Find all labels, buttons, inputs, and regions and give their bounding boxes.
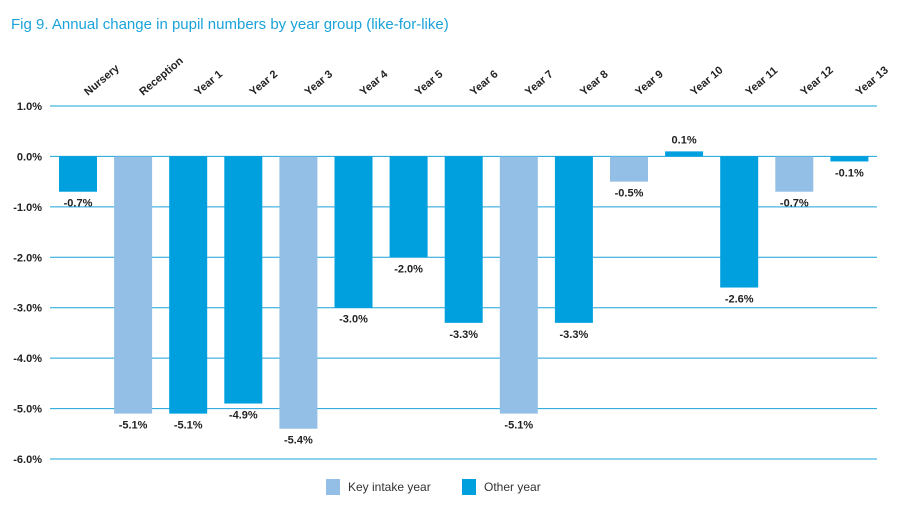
y-tick-label: -1.0% xyxy=(13,202,42,214)
data-label: -2.6% xyxy=(725,294,754,306)
bar-year-8 xyxy=(554,156,593,323)
legend-label-key-intake: Key intake year xyxy=(348,480,431,494)
bar-year-10 xyxy=(665,151,704,157)
bar-year-4 xyxy=(334,156,373,308)
x-tick-label: Year 9 xyxy=(633,68,666,98)
y-tick-label: -6.0% xyxy=(13,454,42,466)
y-tick-label: -5.0% xyxy=(13,404,42,416)
legend-label-other: Other year xyxy=(484,480,541,494)
x-tick-label: Year 7 xyxy=(523,68,556,98)
data-label: -4.9% xyxy=(229,410,258,422)
data-label: 0.1% xyxy=(672,134,697,146)
x-tick-label: Year 4 xyxy=(358,68,391,99)
y-tick-label: -4.0% xyxy=(13,353,42,365)
data-label: -2.0% xyxy=(394,263,423,275)
data-label: -3.0% xyxy=(339,314,368,326)
data-label: -3.3% xyxy=(449,329,478,341)
legend-swatch-other xyxy=(462,479,476,495)
bars xyxy=(59,151,869,429)
legend-swatch-key-intake xyxy=(326,479,340,495)
bar-year-9 xyxy=(610,156,648,182)
x-tick-label: Year 6 xyxy=(468,68,501,98)
x-tick-label: Year 2 xyxy=(248,68,281,98)
data-label: -5.1% xyxy=(174,420,203,432)
bar-year-6 xyxy=(444,156,483,323)
data-label: -0.7% xyxy=(64,198,93,210)
x-tick-label: Year 11 xyxy=(743,65,780,99)
y-tick-label: 0.0% xyxy=(17,151,42,163)
bar-reception xyxy=(114,156,153,414)
x-tick-label: Reception xyxy=(137,55,186,99)
data-label: -0.1% xyxy=(835,167,864,179)
bar-year-7 xyxy=(499,156,538,414)
bar-year-5 xyxy=(389,156,428,258)
data-label: -0.5% xyxy=(615,188,644,200)
data-label: -0.7% xyxy=(780,198,809,210)
bar-year-11 xyxy=(720,156,759,288)
chart-title: Fig 9. Annual change in pupil numbers by… xyxy=(11,16,449,33)
x-tick-label: Year 3 xyxy=(303,68,336,98)
x-tick-label: Year 1 xyxy=(192,68,225,98)
y-tick-label: -3.0% xyxy=(13,303,42,315)
x-tick-label: Year 10 xyxy=(688,64,725,98)
bar-year-3 xyxy=(279,156,318,429)
legend-item-other: Other year xyxy=(462,478,541,496)
y-tick-label: -2.0% xyxy=(13,252,42,264)
bar-year-1 xyxy=(169,156,208,414)
data-labels: -0.7% -5.1% -5.1% -4.9% -5.4% -3.0% -2.0% -3.3%… xyxy=(64,134,864,446)
y-axis-ticks: 1.0% 0.0% -1.0% -2.0% -3.0% -4.0% -5.0% -6.0% xyxy=(13,101,42,466)
x-tick-label: Nursery xyxy=(82,62,122,98)
x-tick-label: Year 8 xyxy=(578,68,611,98)
data-label: -5.1% xyxy=(119,420,148,432)
data-label: -5.4% xyxy=(284,435,313,447)
y-tick-label: 1.0% xyxy=(17,101,42,113)
bar-year-12 xyxy=(775,156,814,192)
bar-year-2 xyxy=(224,156,263,404)
x-tick-label: Year 12 xyxy=(799,64,836,98)
bar-year-13 xyxy=(830,156,869,162)
data-label: -5.1% xyxy=(504,420,533,432)
x-tick-label: Year 13 xyxy=(854,64,891,98)
x-tick-label: Year 5 xyxy=(413,68,446,98)
bar-nursery xyxy=(59,156,97,192)
data-label: -3.3% xyxy=(560,329,589,341)
x-axis-ticks: Nursery Reception Year 1 Year 2 Year 3 Year 4… xyxy=(82,55,891,99)
legend-item-key-intake: Key intake year xyxy=(326,478,431,496)
